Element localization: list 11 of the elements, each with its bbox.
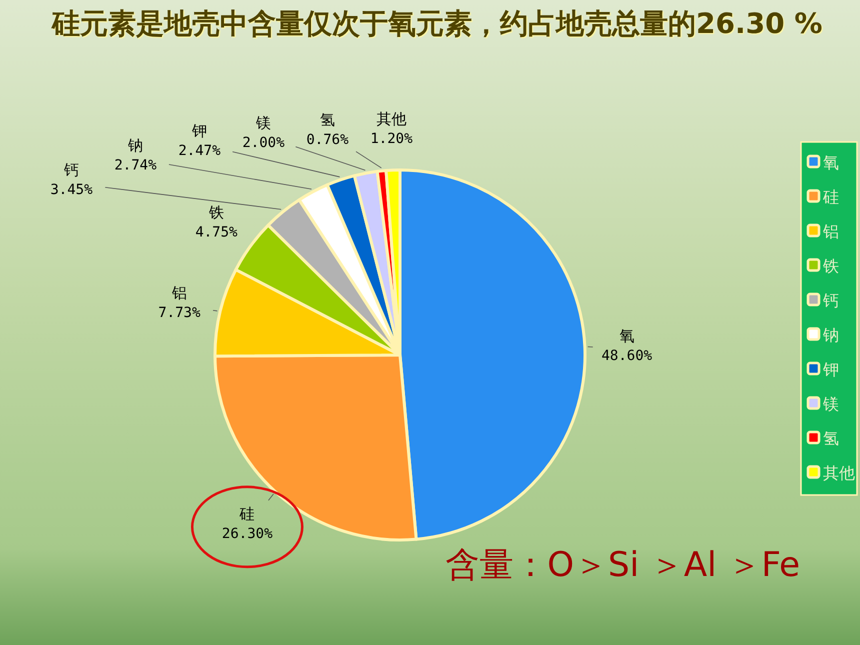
legend-label: 其他 <box>823 464 855 482</box>
legend-label: 钠 <box>822 326 839 344</box>
legend-label: 铁 <box>822 256 839 276</box>
legend-label: 镁 <box>822 394 839 414</box>
legend-label: 氢 <box>823 429 839 448</box>
legend-label: 硅 <box>822 188 839 206</box>
legend-label: 铝 <box>822 222 839 241</box>
legend-label: 钙 <box>822 291 839 310</box>
legend-label: 氧 <box>823 153 839 172</box>
chart-title: 硅元素是地壳中含量仅次于氧元素，约占地壳总量的26.30 % <box>52 6 824 42</box>
legend-label: 钾 <box>822 360 839 379</box>
